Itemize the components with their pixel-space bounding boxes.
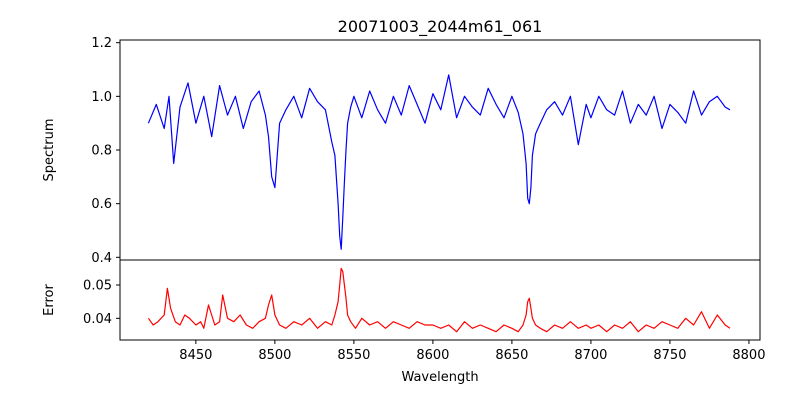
error-x-tick-label: 8700 [574, 348, 607, 363]
spectrum-y-tick-label: 0.6 [91, 197, 112, 212]
spectrum-y-tick-label: 0.8 [91, 144, 112, 159]
x-axis-label: Wavelength [401, 370, 478, 385]
error-x-tick-label: 8450 [179, 348, 212, 363]
error-x-tick-label: 8750 [653, 348, 686, 363]
spectrum-y-tick-label: 0.4 [91, 251, 112, 266]
spectrum-y-axis-label: Spectrum [42, 119, 57, 182]
chart-title: 20071003_2044m61_061 [338, 17, 543, 37]
error-y-tick-label: 0.05 [83, 279, 112, 294]
spectrum-y-tick-label: 1.2 [91, 36, 112, 51]
error-x-tick-label: 8500 [258, 348, 291, 363]
error-x-tick-label: 8600 [416, 348, 449, 363]
error-plot-frame [119, 259, 761, 341]
error-x-tick-label: 8550 [337, 348, 370, 363]
spectrum-plot-frame [119, 39, 761, 261]
spectrum-series-line [147, 74, 731, 250]
error-x-tick-label: 8650 [495, 348, 528, 363]
error-y-axis-label: Error [42, 284, 57, 316]
error-y-tick-label: 0.04 [83, 312, 112, 327]
spectrum-panel: 0.4 0.6 0.8 1.0 1.2 [91, 36, 761, 266]
error-x-tick-label: 8800 [732, 348, 765, 363]
spectrum-y-tick-label: 1.0 [91, 90, 112, 105]
error-panel: 0.04 0.05 8450 8500 8550 8600 8650 8700 8750 8800 [83, 259, 765, 363]
error-series-line [147, 267, 731, 333]
